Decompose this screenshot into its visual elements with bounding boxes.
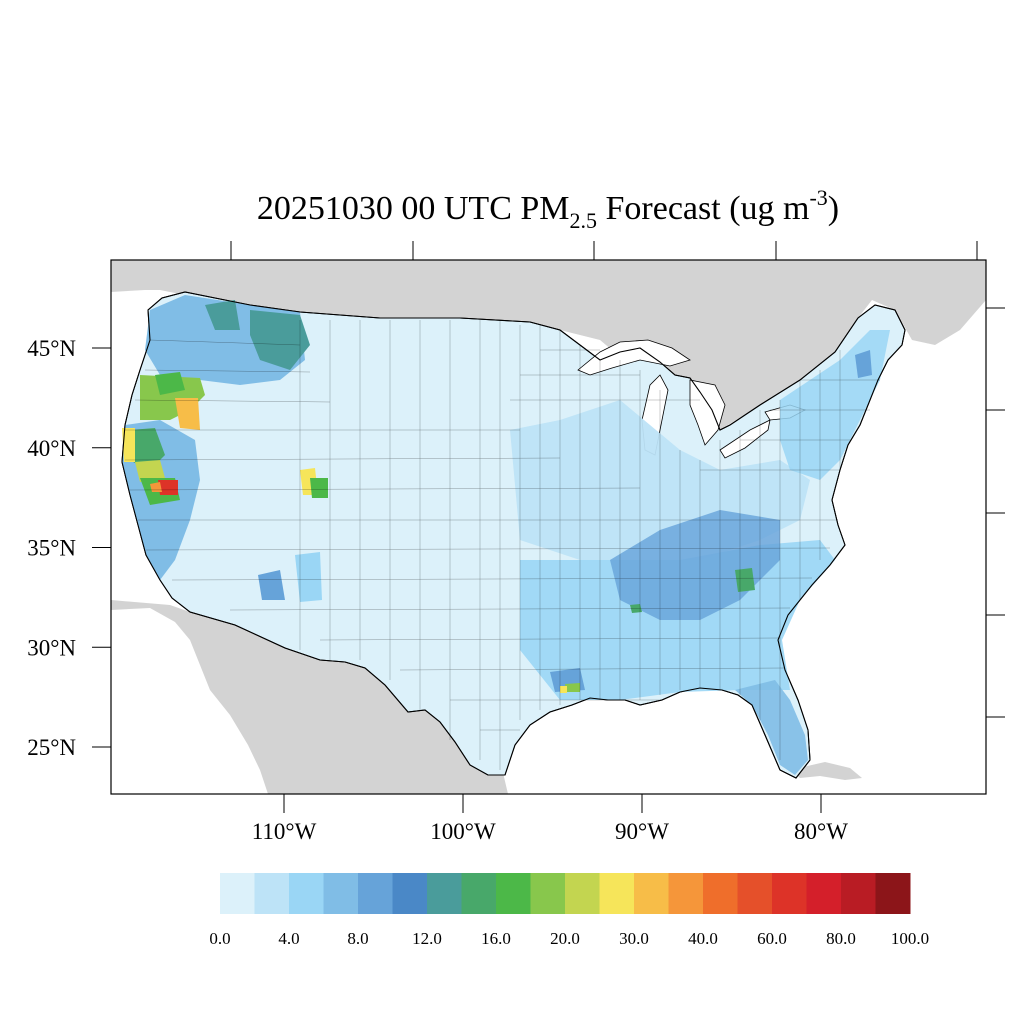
region-arizona-light	[295, 552, 322, 602]
region-ca-yellow	[122, 428, 135, 462]
colorbar-label: 80.0	[826, 929, 856, 948]
region-florida	[735, 680, 808, 775]
lake-huron	[689, 379, 726, 446]
region-california-orange	[150, 482, 162, 492]
region-tennessee-valley	[610, 510, 780, 620]
region-oregon-hotspot	[175, 398, 200, 430]
lon-tick-label: 90°W	[615, 819, 669, 844]
region-oregon-green	[155, 372, 185, 395]
lon-tick-label: 110°W	[252, 819, 317, 844]
colorbar-swatch	[358, 873, 393, 914]
colorbar-label: 20.0	[550, 929, 580, 948]
region-ca-north	[135, 460, 165, 482]
map-panel	[111, 260, 986, 794]
county-lines	[124, 320, 880, 770]
right-ticks	[986, 307, 1005, 718]
colorbar: 0.0 4.0 8.0 12.0 16.0 20.0 30.0 40.0 60.0 80.0 100…	[209, 873, 929, 948]
colorbar-label: 16.0	[481, 929, 511, 948]
colorbar-label: 12.0	[412, 929, 442, 948]
mexico-landmass	[111, 600, 508, 794]
region-california-hotspot	[158, 480, 178, 495]
region-nw-california	[130, 428, 165, 470]
lat-tick-label: 40°N	[27, 436, 76, 461]
latitude-axis: 45°N 40°N 35°N 30°N 25°N	[27, 336, 111, 760]
longitude-axis: 110°W 100°W 90°W 80°W	[252, 794, 848, 844]
colorbar-swatch	[565, 873, 600, 914]
colorbar-label: 40.0	[688, 929, 718, 948]
colorbar-swatch	[289, 873, 324, 914]
colorbar-label: 8.0	[347, 929, 368, 948]
region-maine-blue	[855, 350, 872, 378]
colorbar-label: 0.0	[209, 929, 230, 948]
region-louisiana-yellow	[560, 686, 567, 693]
us-outline	[121, 291, 906, 779]
top-ticks	[230, 241, 978, 260]
colorbar-swatch	[875, 873, 911, 914]
map-title: 20251030 00 UTC PM2.5 Forecast (ug m-3)	[257, 185, 839, 233]
colorbar-swatch	[703, 873, 738, 914]
colorbar-swatch	[668, 873, 704, 914]
colorbar-swatch	[392, 873, 428, 914]
lat-tick-label: 45°N	[27, 336, 76, 361]
colorbar-label: 30.0	[619, 929, 649, 948]
colorbar-swatch	[427, 873, 462, 914]
colorbar-label: 60.0	[757, 929, 787, 948]
canada-landmass	[111, 260, 986, 448]
colorbar-swatch	[772, 873, 807, 914]
colorbar-swatch	[254, 873, 290, 914]
lat-tick-label: 35°N	[27, 536, 76, 561]
colorbar-swatch	[634, 873, 669, 914]
colorbar-swatch	[220, 873, 255, 914]
colorbar-swatch	[599, 873, 635, 914]
region-washington-patch	[205, 300, 240, 330]
lake-erie	[719, 419, 771, 459]
lake-superior	[577, 339, 691, 376]
colorbar-swatch	[530, 873, 566, 914]
colorbar-swatch	[323, 873, 359, 914]
colorbar-swatch	[737, 873, 773, 914]
colorbar-swatch	[806, 873, 842, 914]
lat-tick-label: 30°N	[27, 635, 76, 660]
region-arizona-blue	[258, 570, 285, 600]
colorbar-swatch	[496, 873, 531, 914]
colorbar-label: 4.0	[278, 929, 299, 948]
colorbar-swatch	[461, 873, 497, 914]
cuba-landmass	[790, 762, 862, 780]
lon-tick-label: 80°W	[794, 819, 848, 844]
colorbar-swatch	[841, 873, 876, 914]
colorbar-label: 100.0	[891, 929, 929, 948]
region-north-idaho	[250, 310, 310, 370]
region-louisiana-hotspot	[565, 683, 580, 692]
region-georgia-hotspot	[735, 568, 755, 592]
region-utah-hotspot	[310, 478, 328, 498]
map-frame	[110, 259, 987, 795]
lat-tick-label: 25°N	[27, 735, 76, 760]
lon-tick-label: 100°W	[430, 819, 496, 844]
